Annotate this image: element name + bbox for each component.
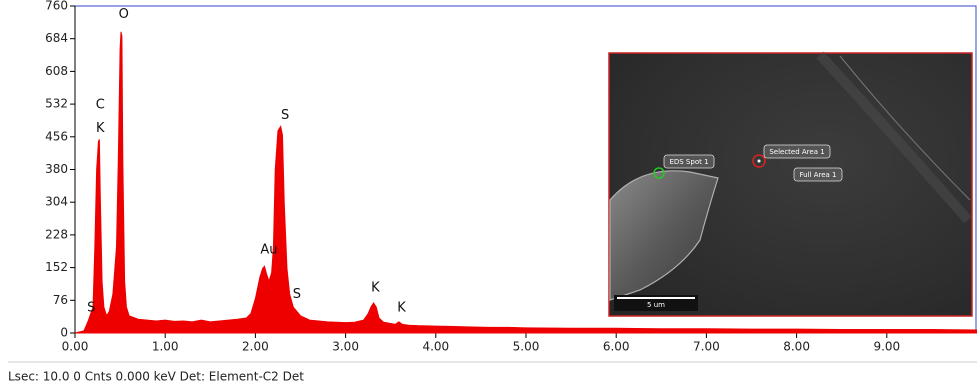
sem-inset: EDS Spot 1 Selected Area 1 Full Area 1 5… bbox=[609, 53, 972, 316]
x-tick-label: 8.00 bbox=[783, 340, 810, 354]
peak-label: S bbox=[281, 108, 289, 123]
x-tick-label: 5.00 bbox=[513, 340, 540, 354]
y-tick-label: 532 bbox=[45, 97, 68, 111]
area-dot bbox=[758, 160, 761, 163]
peak-label: Au bbox=[260, 242, 277, 257]
y-tick-label: 0 bbox=[60, 326, 68, 340]
status-text: Lsec: 10.0 0 Cnts 0.000 keV Det: Element… bbox=[8, 370, 304, 384]
sem-label: Full Area 1 bbox=[800, 171, 837, 179]
x-tick-label: 6.00 bbox=[603, 340, 630, 354]
y-tick-label: 380 bbox=[45, 162, 68, 176]
y-tick-label: 228 bbox=[45, 227, 68, 241]
y-tick-label: 304 bbox=[45, 195, 68, 209]
y-tick-label: 76 bbox=[53, 293, 68, 307]
y-tick-label: 608 bbox=[45, 64, 68, 78]
peak-label: C bbox=[96, 97, 105, 112]
peak-label: K bbox=[397, 301, 406, 316]
peak-label: S bbox=[87, 301, 95, 316]
x-tick-label: 9.00 bbox=[873, 340, 900, 354]
x-tick-label: 1.00 bbox=[152, 340, 179, 354]
y-tick-label: 152 bbox=[45, 260, 68, 274]
y-tick-label: 456 bbox=[45, 129, 68, 143]
x-tick-label: 0.00 bbox=[62, 340, 89, 354]
x-tick-label: 3.00 bbox=[332, 340, 359, 354]
x-tick-label: 7.00 bbox=[693, 340, 720, 354]
x-tick-label: 2.00 bbox=[242, 340, 269, 354]
x-tick-label: 4.00 bbox=[422, 340, 449, 354]
scale-label: 5 um bbox=[647, 301, 665, 309]
chart: 0 76 152 228 304 380 456 532 608 684 760 0.00 1.00 2.… bbox=[0, 0, 977, 389]
peak-label: K bbox=[96, 121, 105, 136]
peak-label: S bbox=[293, 287, 301, 302]
sem-label: EDS Spot 1 bbox=[669, 158, 708, 166]
peak-label: O bbox=[119, 7, 129, 22]
y-tick-label: 684 bbox=[45, 31, 68, 45]
peak-label: K bbox=[371, 280, 380, 295]
y-tick-label: 760 bbox=[45, 0, 68, 13]
sem-label: Selected Area 1 bbox=[769, 148, 824, 156]
